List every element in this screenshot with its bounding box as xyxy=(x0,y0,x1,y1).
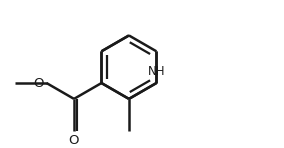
Text: O: O xyxy=(33,77,44,90)
Text: NH: NH xyxy=(148,65,165,78)
Text: O: O xyxy=(69,134,79,147)
